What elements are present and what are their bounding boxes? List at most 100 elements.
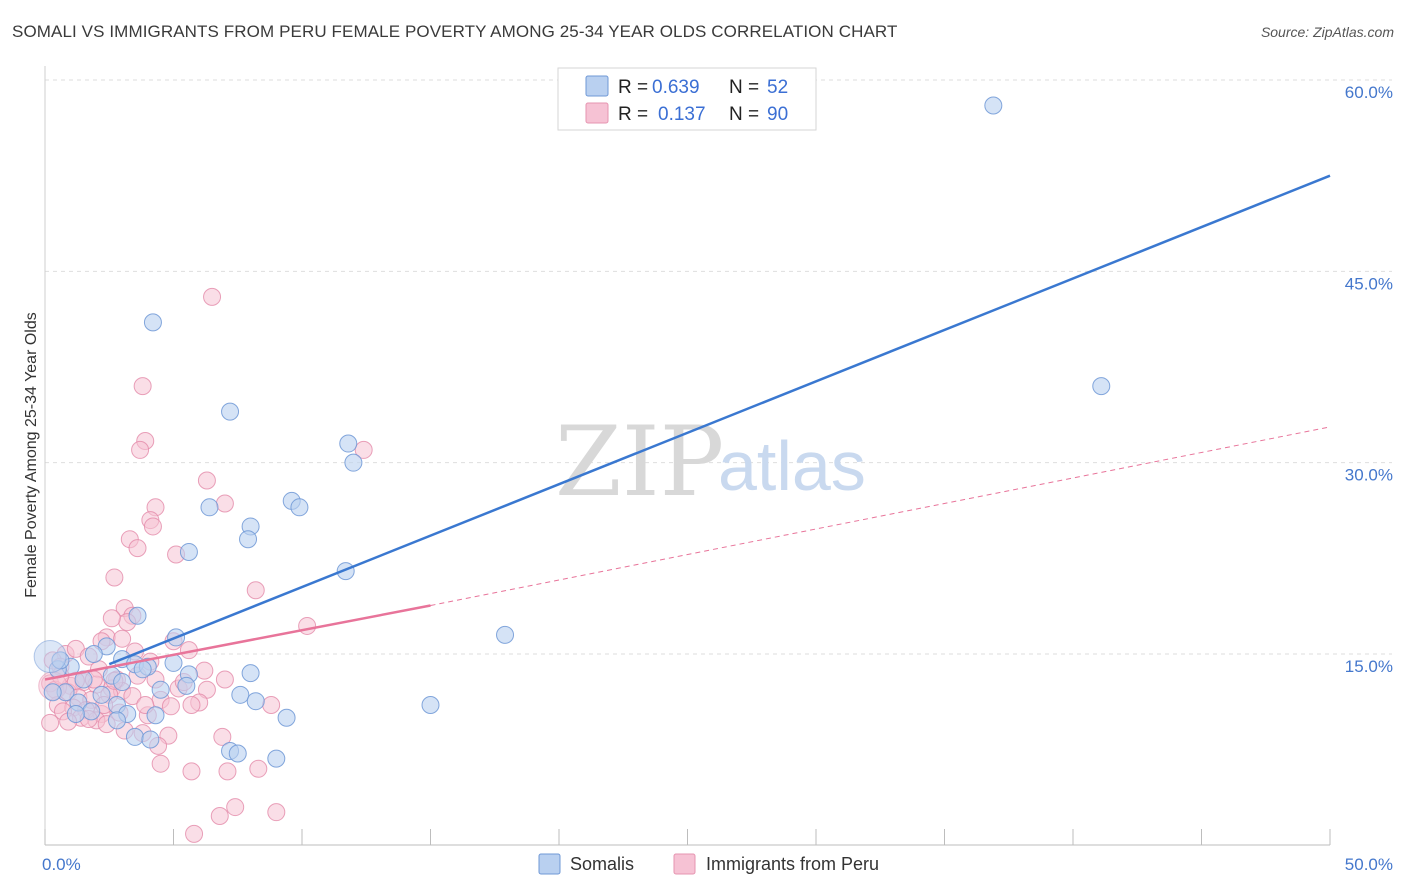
trend-lines (44, 174, 1331, 681)
peru-point (143, 517, 162, 536)
somali-point (113, 673, 132, 692)
legend-peru-n: 90 (767, 104, 788, 125)
somali-point (128, 606, 147, 625)
peru-point (215, 494, 234, 513)
x-tick-label: 50.0% (1345, 855, 1393, 874)
peru-point (131, 440, 150, 459)
peru-points (38, 287, 373, 843)
y-tick-label: 15.0% (1345, 657, 1393, 676)
peru-point (354, 440, 373, 459)
somali-trend-line (108, 174, 1331, 666)
peru-point (41, 713, 60, 732)
peru-point (210, 806, 229, 825)
legend-somali-n-label: N = (729, 77, 759, 98)
peru-point (105, 568, 124, 587)
somali-point (231, 685, 250, 704)
somali-point (177, 676, 196, 695)
bottom-legend-somali: Somalis (570, 854, 634, 874)
peru-point (215, 670, 234, 689)
somali-point (344, 453, 363, 472)
x-tick-label: 0.0% (42, 855, 81, 874)
bottom-legend-peru: Immigrants from Peru (706, 854, 879, 874)
somali-point (143, 313, 162, 332)
somali-point (241, 664, 260, 683)
series-legend: Somalis Immigrants from Peru (538, 853, 879, 875)
somali-point (221, 402, 240, 421)
legend-peru-r-label: R = (618, 104, 648, 125)
peru-point (151, 754, 170, 773)
chart-title: SOMALI VS IMMIGRANTS FROM PERU FEMALE PO… (12, 22, 898, 41)
somali-points (33, 96, 1111, 768)
somali-point (267, 749, 286, 768)
peru-point (182, 762, 201, 781)
legend-swatch-somali (585, 75, 609, 97)
somali-point (200, 498, 219, 517)
peru-point (195, 661, 214, 680)
peru-point (213, 727, 232, 746)
peru-point (226, 798, 245, 817)
legend-swatch-peru (585, 102, 609, 124)
peru-point (262, 696, 281, 715)
peru-point (161, 697, 180, 716)
somali-point (239, 530, 258, 549)
somali-point (84, 645, 103, 663)
axes (44, 66, 1331, 846)
legend-peru-r: 0.137 (658, 104, 706, 125)
somali-point (107, 711, 126, 730)
legend-somali-r: 0.639 (652, 77, 700, 98)
somali-point (66, 704, 85, 723)
peru-point (249, 759, 268, 778)
somali-point (421, 696, 440, 715)
watermark-zip: ZIP (555, 406, 724, 518)
peru-point (133, 377, 152, 396)
watermark: ZIP atlas (555, 406, 866, 518)
watermark-atlas: atlas (718, 427, 866, 505)
peru-point (218, 762, 237, 781)
peru-point (182, 696, 201, 715)
bottom-legend-swatch-peru (673, 853, 696, 875)
somali-point (141, 730, 160, 749)
somali-point (290, 498, 309, 517)
y-tick-label: 60.0% (1345, 83, 1393, 102)
somali-point (125, 727, 144, 746)
somali-point (92, 685, 111, 704)
peru-point (298, 616, 317, 635)
somali-point (179, 542, 198, 561)
y-tick-label: 30.0% (1345, 466, 1393, 485)
y-axis-label: Female Poverty Among 25-34 Year Olds (23, 312, 40, 598)
peru-point (267, 803, 286, 822)
somali-point (277, 708, 296, 727)
peru-point (197, 471, 216, 490)
somali-point (146, 706, 165, 725)
somali-point (246, 692, 265, 711)
somali-point (339, 434, 358, 453)
y-tick-labels: 15.0% 30.0% 45.0% 60.0% (1345, 83, 1393, 676)
peru-point (102, 609, 121, 628)
somali-point (1092, 377, 1111, 396)
bottom-legend-swatch-somali (538, 853, 561, 875)
correlation-legend: R = 0.639 N = 52 R = 0.137 N = 90 (557, 67, 817, 131)
peru-point (203, 287, 222, 306)
legend-peru-n-label: N = (729, 104, 759, 125)
somali-point (82, 702, 101, 721)
y-tick-label: 45.0% (1345, 274, 1393, 293)
somali-point (228, 744, 247, 763)
gridlines (45, 79, 1392, 655)
somali-point (151, 680, 170, 699)
peru-point (246, 581, 265, 600)
somali-point (496, 625, 515, 644)
peru-point (185, 824, 204, 843)
peru-point (128, 539, 147, 558)
source-label: Source: ZipAtlas.com (1260, 24, 1394, 40)
peru-trend-line (44, 604, 431, 681)
peru-point (123, 687, 142, 706)
somali-point (43, 683, 62, 702)
peru-point (113, 629, 132, 648)
somali-point (133, 660, 152, 679)
legend-somali-n: 52 (767, 77, 788, 98)
legend-somali-r-label: R = (618, 77, 648, 98)
x-tick-labels: 0.0% 50.0% (42, 855, 1393, 874)
somali-point (984, 96, 1003, 115)
somali-point (33, 640, 67, 674)
